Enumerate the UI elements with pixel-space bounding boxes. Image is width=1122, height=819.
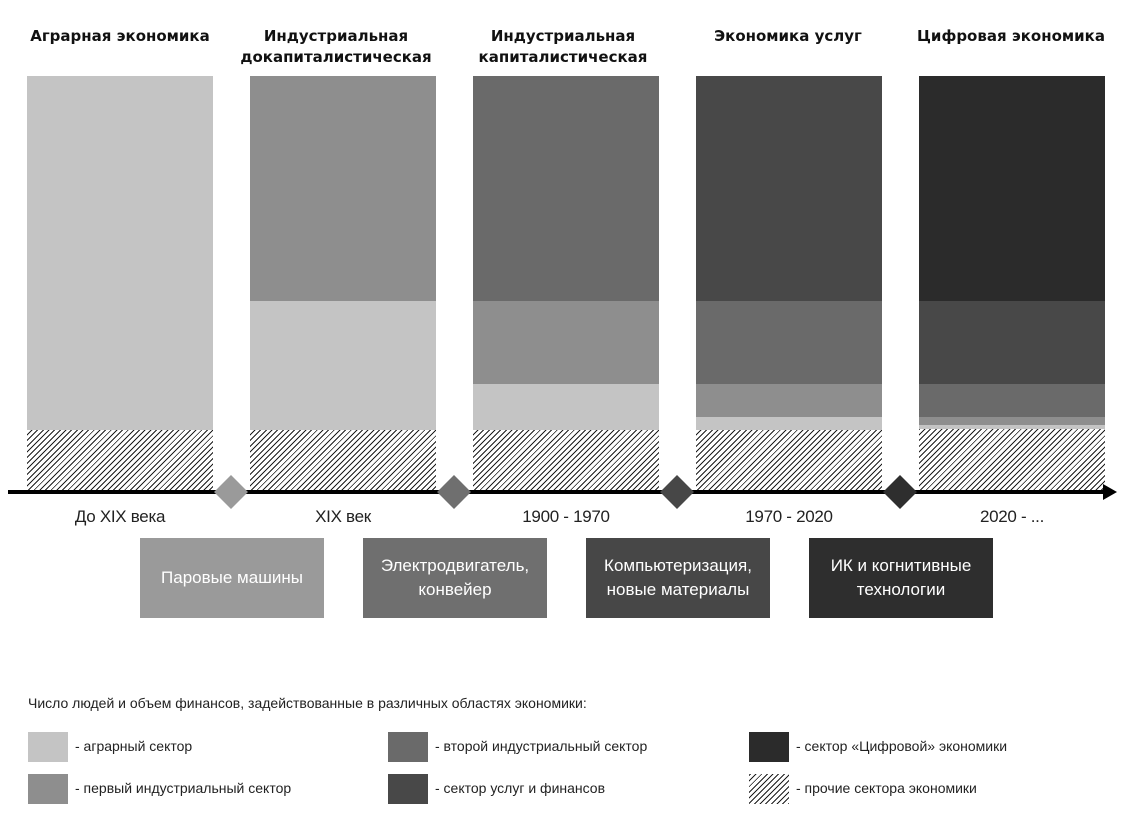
legend-label-other: - прочие сектора экономики <box>796 780 977 796</box>
sector-segment-industrial1 <box>473 301 659 384</box>
legend-swatch-services <box>388 774 428 804</box>
period-label-industrial-precapitalist: XIX век <box>315 507 371 526</box>
era-column-industrial-precapitalist <box>250 76 436 493</box>
legend-swatch-industrial2 <box>388 732 428 762</box>
period-label-services: 1970 - 2020 <box>745 507 833 526</box>
legend-label-agrarian: - аграрный сектор <box>75 738 193 754</box>
era-title-industrial-precapitalist: Индустриальная докапиталистическая <box>240 27 432 66</box>
sector-segment-digital <box>919 76 1105 301</box>
sector-segment-services <box>696 76 882 301</box>
legend-swatch-digital <box>749 732 789 762</box>
timeline-arrow-icon <box>1103 484 1117 500</box>
sector-segment-agrarian <box>473 384 659 430</box>
sector-segment-industrial1 <box>250 76 436 301</box>
tech-box-steam-engines: Паровые машины <box>140 538 324 618</box>
era-column-services <box>696 76 882 493</box>
sector-segment-other <box>27 430 213 493</box>
transition-diamond-3 <box>660 475 694 509</box>
period-label-industrial-capitalist: 1900 - 1970 <box>522 507 610 526</box>
sector-segment-services <box>919 301 1105 384</box>
legend-swatch-other <box>749 774 789 804</box>
era-title-agrarian: Аграрная экономика <box>30 27 210 45</box>
sector-segment-industrial2 <box>473 76 659 301</box>
transition-diamond-2 <box>437 475 471 509</box>
era-title-digital: Цифровая экономика <box>917 27 1105 45</box>
tech-box-ic-cognitive: ИК и когнитивные технологии <box>809 538 993 618</box>
sector-segment-industrial1 <box>919 417 1105 425</box>
sector-segment-agrarian <box>919 425 1105 429</box>
sector-segment-industrial1 <box>696 384 882 417</box>
sector-segment-other <box>250 430 436 493</box>
period-label-agrarian: До XIX века <box>74 507 166 526</box>
legend-swatch-industrial1 <box>28 774 68 804</box>
tech-box-computerization-materials: Компьютеризация, новые материалы <box>586 538 770 618</box>
sector-segment-industrial2 <box>696 301 882 384</box>
sector-segment-agrarian <box>696 417 882 430</box>
legend-label-digital: - сектор «Цифровой» экономики <box>796 738 1008 754</box>
sector-segment-agrarian <box>27 76 213 430</box>
era-column-industrial-capitalist <box>473 76 659 493</box>
sector-segment-other <box>696 430 882 493</box>
era-column-agrarian <box>27 76 213 493</box>
era-title-services: Экономика услуг <box>714 27 862 45</box>
period-label-digital: 2020 - ... <box>979 507 1045 526</box>
legend-label-industrial1: - первый индустриальный сектор <box>75 780 292 796</box>
era-column-digital <box>919 76 1105 493</box>
sector-segment-agrarian <box>250 301 436 430</box>
legend-swatch-agrarian <box>28 732 68 762</box>
legend-label-services: - сектор услуг и финансов <box>435 780 606 796</box>
timeline-axis <box>8 490 1108 494</box>
sector-segment-other <box>919 429 1105 493</box>
tech-box-electric-motor-conveyor: Электродвигатель, конвейер <box>363 538 547 618</box>
legend-label-industrial2: - второй индустриальный сектор <box>435 738 648 754</box>
sector-segment-industrial2 <box>919 384 1105 417</box>
transition-diamond-4 <box>883 475 917 509</box>
transition-diamond-1 <box>214 475 248 509</box>
sector-segment-other <box>473 430 659 493</box>
era-title-industrial-capitalist: Индустриальная капиталистическая <box>478 27 648 66</box>
legend-title: Число людей и объем финансов, задействов… <box>28 695 587 711</box>
